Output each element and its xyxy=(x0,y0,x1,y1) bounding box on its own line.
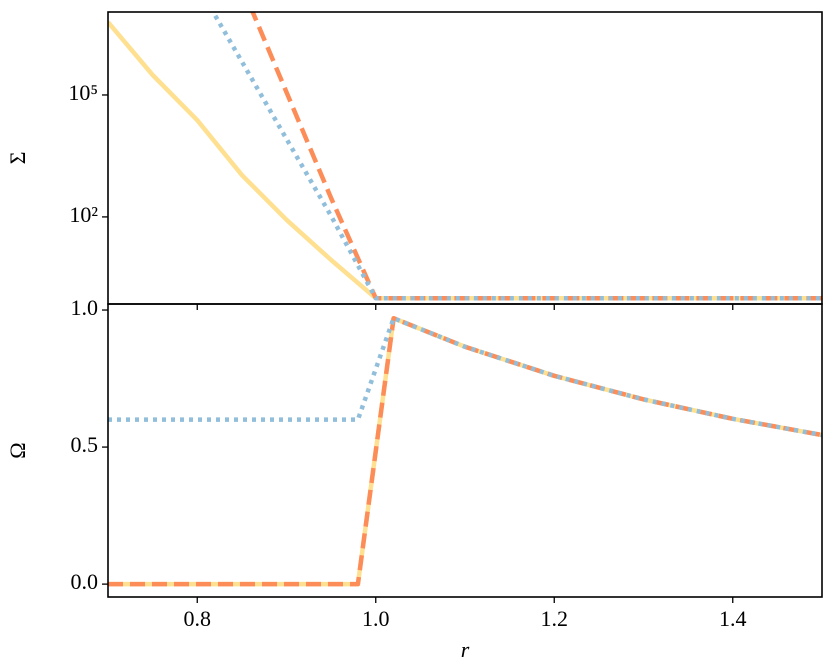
series-line xyxy=(250,12,822,301)
x-tick-label: 0.8 xyxy=(184,606,212,631)
axes-frame xyxy=(107,11,823,305)
y-tick-label: 1.0 xyxy=(71,295,99,320)
y-axis-label: Ω xyxy=(5,442,30,458)
x-axis-label: r xyxy=(461,637,470,662)
plot-area xyxy=(108,316,822,587)
series-line xyxy=(108,20,822,301)
y-axis-label: Σ xyxy=(5,152,30,165)
y-tick-label: 10⁵ xyxy=(68,80,98,105)
series-line xyxy=(108,316,822,587)
y-tick-label: 0.0 xyxy=(71,569,99,594)
x-tick-label: 1.4 xyxy=(719,606,747,631)
plot-area xyxy=(108,12,822,301)
y-tick-label: 10² xyxy=(69,202,98,227)
x-tick-label: 1.0 xyxy=(362,606,390,631)
series-line xyxy=(108,316,822,587)
x-tick-label: 1.2 xyxy=(541,606,569,631)
y-tick-label: 0.5 xyxy=(71,432,99,457)
axes-frame xyxy=(107,303,823,598)
series-line xyxy=(108,316,822,438)
series-line xyxy=(210,12,822,301)
